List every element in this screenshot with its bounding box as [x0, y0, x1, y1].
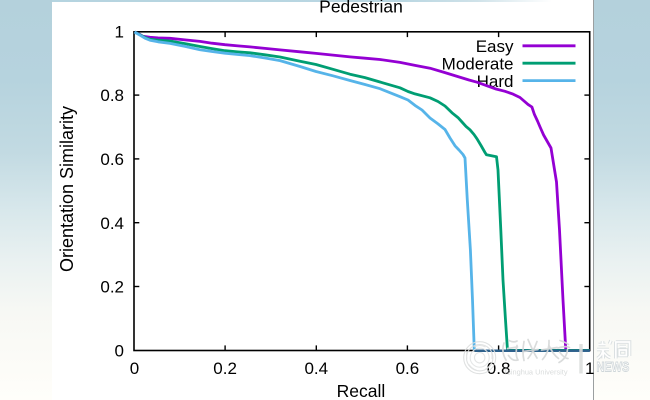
svg-text:Moderate: Moderate	[442, 54, 514, 73]
svg-text:Pedestrian: Pedestrian	[319, 0, 403, 16]
svg-text:Orientation Similarity: Orientation Similarity	[57, 106, 77, 272]
svg-text:0.6: 0.6	[100, 150, 124, 169]
svg-text:NEWS: NEWS	[597, 359, 630, 375]
svg-text:0: 0	[115, 341, 124, 360]
svg-text:0.4: 0.4	[100, 214, 124, 233]
svg-text:1: 1	[585, 359, 594, 378]
svg-text:0.4: 0.4	[304, 359, 328, 378]
svg-text:Tsinghua University: Tsinghua University	[503, 368, 567, 377]
svg-text:0.8: 0.8	[100, 86, 124, 105]
svg-text:Recall: Recall	[337, 381, 386, 400]
svg-text:Easy: Easy	[476, 37, 514, 56]
svg-text:1: 1	[115, 23, 124, 42]
svg-text:0.6: 0.6	[396, 359, 420, 378]
svg-text:0: 0	[130, 359, 139, 378]
svg-text:0.2: 0.2	[213, 359, 237, 378]
svg-text:0.8: 0.8	[487, 359, 511, 378]
svg-text:0.2: 0.2	[100, 278, 124, 297]
